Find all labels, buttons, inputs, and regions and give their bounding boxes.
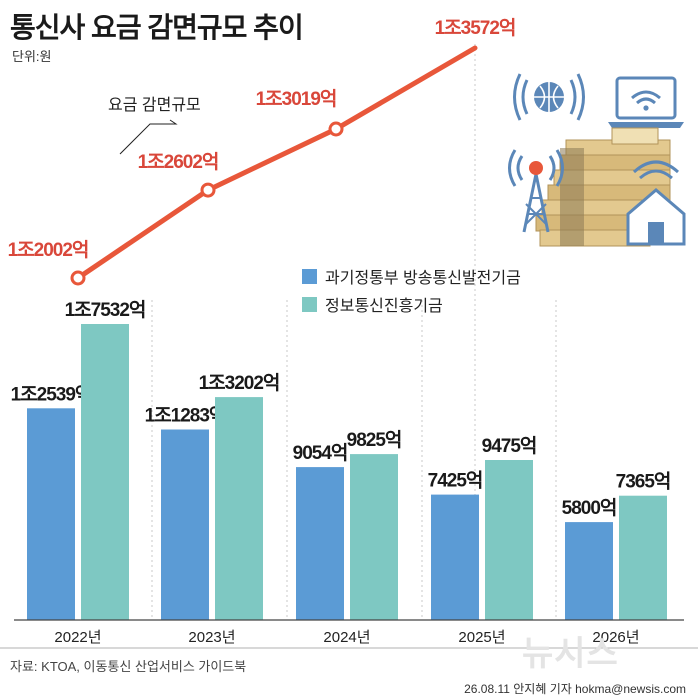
unit-label: 단위:원 bbox=[12, 49, 52, 64]
legend-item-series1: 과기정통부 방송통신발전기금 bbox=[302, 264, 521, 288]
bar-data-label: 1조7532억 bbox=[65, 299, 146, 321]
line-series-path bbox=[75, 45, 478, 281]
legend-label-series2: 정보통신진흥기금 bbox=[325, 298, 443, 315]
line-point bbox=[328, 121, 344, 137]
bar-series2 bbox=[619, 495, 667, 620]
bar-series1 bbox=[161, 429, 209, 620]
legend-item-series2: 정보통신진흥기금 bbox=[302, 292, 443, 316]
house-wifi-icon bbox=[626, 160, 686, 246]
bar-series2 bbox=[350, 454, 398, 620]
x-tick-label: 2026년 bbox=[592, 629, 639, 646]
bar-data-label: 7425억 bbox=[428, 470, 483, 492]
watermark-logo: 뉴시스 bbox=[522, 635, 619, 673]
bar-data-label: 5800억 bbox=[562, 497, 617, 519]
legend-swatch-series2 bbox=[302, 296, 317, 312]
line-data-label: 1조2602억 bbox=[138, 151, 219, 173]
credit-line: 26.08.11 안지혜 기자 hokma@newsis.com bbox=[464, 682, 686, 696]
line-data-label: 1조3019억 bbox=[256, 88, 337, 110]
telecom-money-illustration bbox=[508, 73, 686, 247]
bar-data-label: 1조3202억 bbox=[199, 372, 280, 394]
bar-data-label: 9054억 bbox=[293, 442, 348, 464]
bar-series2 bbox=[485, 460, 533, 620]
bar-data-label: 9825억 bbox=[347, 429, 402, 451]
legend-swatch-series1 bbox=[302, 268, 317, 284]
bar-data-label: 9475억 bbox=[482, 435, 537, 457]
line-point bbox=[70, 270, 86, 286]
x-tick-label: 2025년 bbox=[458, 629, 505, 646]
x-axis-ticks: 2022년 2023년 2024년 2025년 2026년 bbox=[54, 629, 639, 646]
source-note: 자료: KTOA, 이동통신 산업서비스 가이드북 bbox=[10, 659, 247, 674]
legend-label-series1: 과기정통부 방송통신발전기금 bbox=[325, 270, 521, 287]
x-tick-label: 2022년 bbox=[54, 629, 101, 646]
x-tick-label: 2023년 bbox=[188, 629, 235, 646]
cell-tower-icon bbox=[508, 149, 564, 233]
bar-series2 bbox=[81, 324, 129, 620]
bar-series2 bbox=[215, 397, 263, 620]
line-series-name: 요금 감면규모 bbox=[108, 96, 201, 114]
bar-series1 bbox=[431, 494, 479, 620]
line-data-label: 1조2002억 bbox=[8, 239, 89, 261]
bar-series1 bbox=[27, 408, 75, 620]
line-data-label: 1조3572억 bbox=[435, 17, 516, 39]
bar-data-label: 7365억 bbox=[616, 471, 671, 493]
line-series-annotation: 요금 감면규모 bbox=[108, 96, 201, 155]
globe-wifi-icon bbox=[513, 73, 585, 121]
line-point bbox=[200, 182, 216, 198]
bar-series1 bbox=[296, 467, 344, 620]
laptop-wifi-icon bbox=[608, 76, 684, 128]
bar-series1 bbox=[565, 522, 613, 620]
bar-data-label: 1조2539억 bbox=[11, 383, 92, 405]
page-title: 통신사 요금 감면규모 추이 bbox=[10, 12, 304, 43]
x-tick-label: 2024년 bbox=[323, 629, 370, 646]
line-series: 1조2002억 1조2602억 1조3019억 1조3572억 bbox=[8, 17, 516, 286]
bar-data-label: 1조1283억 bbox=[145, 405, 226, 427]
